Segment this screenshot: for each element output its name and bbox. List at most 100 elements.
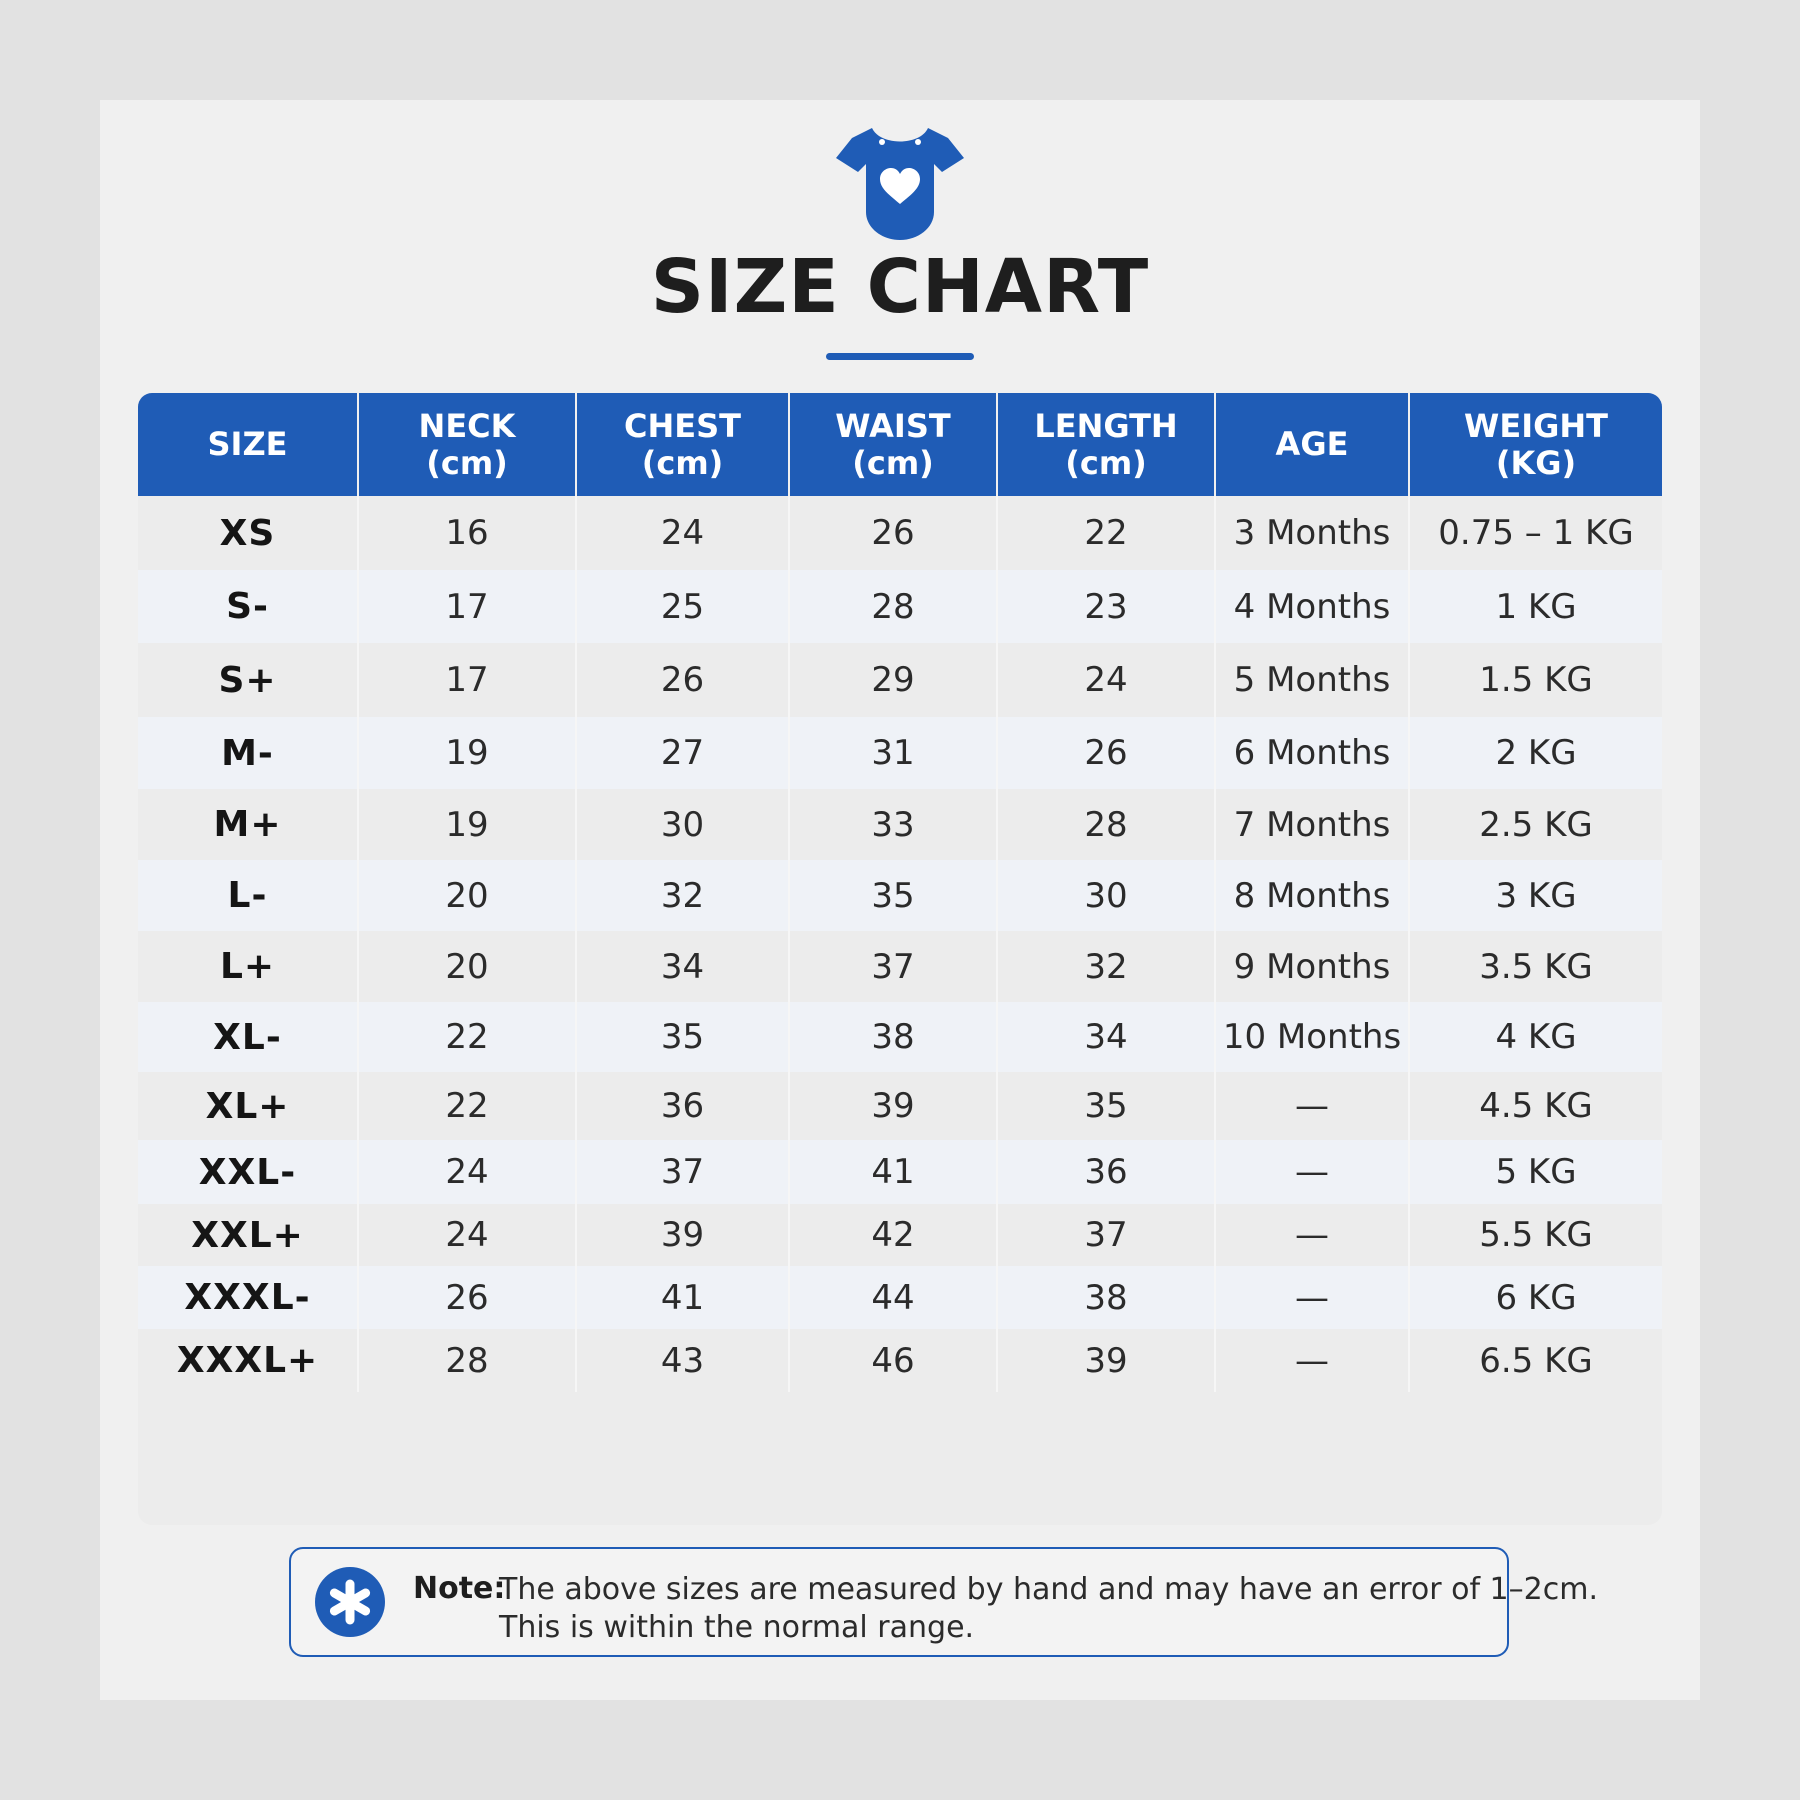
cell-size: L+ — [138, 931, 359, 1002]
cell-chest: 35 — [576, 1002, 790, 1072]
cell-size: S- — [138, 570, 359, 643]
cell-waist: 29 — [789, 643, 998, 717]
cell-weight: 5 KG — [1495, 1152, 1577, 1192]
cell-weight: 2.5 KG — [1479, 804, 1593, 845]
cell-neck: 28 — [358, 1329, 577, 1392]
cell-size: M- — [138, 717, 359, 789]
cell-age: — — [1215, 1072, 1410, 1140]
cell-age: 8 Months — [1215, 860, 1410, 931]
cell-size: M+ — [138, 789, 359, 860]
cell-age: 6 Months — [1215, 717, 1410, 789]
table-row: S- 17 25 28 23 4 Months 1 KG — [138, 570, 1662, 643]
cell-neck: 17 — [358, 643, 577, 717]
column-header-chest: CHEST (cm) — [576, 393, 790, 496]
cell-weight: 0.75 – 1 KG — [1438, 513, 1634, 553]
column-header-label: CHEST — [624, 406, 741, 445]
cell-length: 22 — [997, 496, 1216, 570]
note-text: The above sizes are measured by hand and… — [499, 1571, 1598, 1647]
table-row: XXL- 24 37 41 36— 5 KG — [138, 1140, 1662, 1204]
cell-length: 38 — [997, 1266, 1216, 1329]
table-row: L- 20 32 35 30 8 Months 3 KG — [138, 860, 1662, 931]
note-line-1: The above sizes are measured by hand and… — [499, 1572, 1598, 1607]
cell-neck: 24 — [358, 1204, 577, 1266]
cell-waist: 28 — [789, 570, 998, 643]
cell-waist: 38 — [789, 1002, 998, 1072]
cell-neck: 19 — [358, 717, 577, 789]
cell-waist: 35 — [789, 860, 998, 931]
baby-onesie-heart-icon — [836, 128, 964, 240]
table-body: XS 16 24 26 22 3 Months 0.75 – 1 KG S- 17 25 28 23 4… — [138, 496, 1662, 1392]
cell-length: 34 — [997, 1002, 1216, 1072]
cell-chest: 37 — [576, 1140, 790, 1204]
cell-chest: 32 — [576, 860, 790, 931]
cell-age: 7 Months — [1215, 789, 1410, 860]
table-row: M- 19 27 31 26 6 Months 2 KG — [138, 717, 1662, 789]
cell-age: 10 Months — [1215, 1002, 1410, 1072]
cell-length: 24 — [997, 643, 1216, 717]
cell-size: XL+ — [138, 1072, 359, 1140]
cell-waist: 33 — [789, 789, 998, 860]
page-title: SIZE CHART — [650, 244, 1150, 330]
column-header-length: LENGTH (cm) — [997, 393, 1216, 496]
cell-neck: 24 — [358, 1140, 577, 1204]
title-underline — [826, 353, 974, 360]
column-header-neck: NECK (cm) — [358, 393, 577, 496]
cell-size: L- — [138, 860, 359, 931]
cell-waist: 42 — [789, 1204, 998, 1266]
cell-size: XXXL+ — [138, 1329, 359, 1392]
cell-chest: 24 — [576, 496, 790, 570]
table-row: XXL+ 24 39 42 37— 5.5 KG — [138, 1204, 1662, 1266]
cell-length: 23 — [997, 570, 1216, 643]
cell-age: 9 Months — [1215, 931, 1410, 1002]
table-row: XL- 22 35 38 34 10 Months 4 KG — [138, 1002, 1662, 1072]
cell-waist: 46 — [789, 1329, 998, 1392]
cell-size: XS — [138, 496, 359, 570]
table-row: XXXL- 26 41 44 38— 6 KG — [138, 1266, 1662, 1329]
cell-length: 32 — [997, 931, 1216, 1002]
cell-waist: 31 — [789, 717, 998, 789]
cell-size: XXL- — [138, 1140, 359, 1204]
note-label: Note: — [413, 1571, 506, 1606]
cell-chest: 39 — [576, 1204, 790, 1266]
cell-neck: 17 — [358, 570, 577, 643]
cell-neck: 22 — [358, 1072, 577, 1140]
cell-length: 39 — [997, 1329, 1216, 1392]
cell-age: — — [1215, 1140, 1410, 1204]
size-table-container: SIZE NECK (cm) CHEST (cm) WAIST (cm) LENGTH (cm)… — [138, 393, 1662, 1525]
column-header-unit: (KG) — [1495, 443, 1577, 482]
cell-age: — — [1215, 1329, 1410, 1392]
cell-size: XXXL- — [138, 1266, 359, 1329]
size-chart-card: SIZE CHART SIZE NECK (cm) CHEST (cm) WAIST (cm… — [100, 100, 1700, 1700]
column-header-weight: WEIGHT (KG) — [1409, 393, 1662, 496]
column-header-size: SIZE — [138, 393, 359, 496]
cell-size: XXL+ — [138, 1204, 359, 1266]
cell-weight: 4 KG — [1495, 1017, 1577, 1057]
column-header-age: AGE — [1215, 393, 1410, 496]
table-row: M+ 19 30 33 28 7 Months 2.5 KG — [138, 789, 1662, 860]
cell-weight: 3.5 KG — [1479, 946, 1593, 987]
cell-age: 4 Months — [1215, 570, 1410, 643]
cell-weight: 2 KG — [1495, 733, 1577, 773]
cell-size: XL- — [138, 1002, 359, 1072]
cell-neck: 22 — [358, 1002, 577, 1072]
table-row: S+ 17 26 29 24 5 Months 1.5 KG — [138, 643, 1662, 717]
column-header-label: WAIST — [835, 406, 951, 445]
asterisk-icon — [315, 1567, 385, 1637]
cell-length: 36 — [997, 1140, 1216, 1204]
cell-chest: 41 — [576, 1266, 790, 1329]
cell-chest: 36 — [576, 1072, 790, 1140]
column-header-label: WEIGHT — [1464, 406, 1608, 445]
cell-size: S+ — [138, 643, 359, 717]
size-table: SIZE NECK (cm) CHEST (cm) WAIST (cm) LENGTH (cm)… — [138, 393, 1662, 1392]
column-header-label: SIZE — [207, 425, 288, 464]
cell-weight: 3 KG — [1495, 875, 1577, 916]
cell-waist: 39 — [789, 1072, 998, 1140]
column-header-label: NECK — [418, 406, 516, 445]
column-header-unit: (cm) — [852, 443, 934, 482]
cell-waist: 41 — [789, 1140, 998, 1204]
cell-length: 30 — [997, 860, 1216, 931]
column-header-unit: (cm) — [641, 443, 724, 482]
column-header-waist: WAIST (cm) — [789, 393, 998, 496]
cell-waist: 44 — [789, 1266, 998, 1329]
table-row: XL+ 22 36 39 35— 4.5 KG — [138, 1072, 1662, 1140]
